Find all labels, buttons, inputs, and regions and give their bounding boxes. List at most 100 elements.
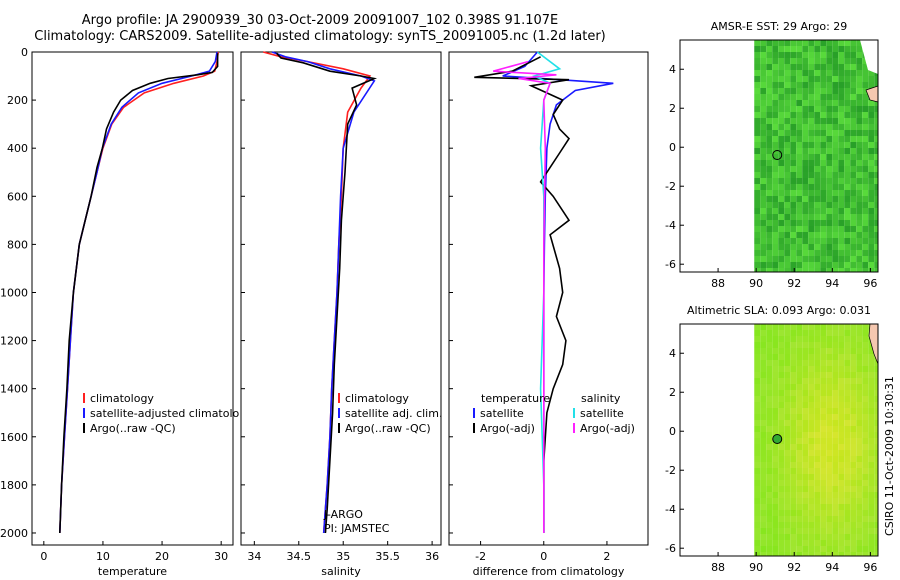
sla-map-pixel	[766, 540, 773, 546]
sst-map-pixel	[832, 202, 839, 208]
sla-map-pixel	[766, 486, 773, 492]
sla-map-pixel	[778, 348, 785, 354]
sla-map-pixel	[790, 510, 797, 516]
sla-map-pixel	[832, 438, 839, 444]
sla-map-pixel	[820, 366, 827, 372]
sst-map-pixel	[856, 100, 863, 106]
sst-map-pixel	[796, 58, 803, 64]
sst-map-pixel	[874, 172, 878, 178]
sla-map-pixel	[778, 372, 785, 378]
sst-map-pixel	[826, 202, 833, 208]
sla-map-pixel	[826, 540, 833, 546]
sla-map-pixel	[766, 552, 773, 556]
sst-map-pixel	[814, 256, 821, 262]
sst-map-pixel	[844, 166, 851, 172]
sst-map-pixel	[778, 82, 785, 88]
sla-map-pixel	[820, 372, 827, 378]
sla-map-pixel	[868, 528, 875, 534]
sst-map-pixel	[820, 76, 827, 82]
sla-map-pixel	[820, 480, 827, 486]
sst-map-pixel	[814, 262, 821, 268]
sla-map-pixel	[826, 534, 833, 540]
sst-map-pixel	[772, 268, 779, 272]
sst-map-pixel	[838, 214, 845, 220]
sla-map-pixel	[796, 540, 803, 546]
sst-map-pixel	[820, 100, 827, 106]
sst-map-pixel	[760, 124, 767, 130]
sst-map-pixel	[838, 82, 845, 88]
sla-map-pixel	[772, 504, 779, 510]
sst-map-pixel	[754, 76, 761, 82]
sla-map-pixel	[826, 456, 833, 462]
sla-map-pixel	[778, 396, 785, 402]
sst-map-pixel	[862, 70, 869, 76]
sst-map-pixel	[754, 208, 761, 214]
sla-map-pixel	[772, 396, 779, 402]
sla-map-pixel	[772, 480, 779, 486]
sst-map-pixel	[814, 172, 821, 178]
sst-map-pixel	[754, 124, 761, 130]
sla-map-pixel	[820, 552, 827, 556]
sst-map-pixel	[778, 268, 785, 272]
sst-map-pixel	[862, 196, 869, 202]
sla-map-pixel	[760, 480, 767, 486]
sla-map-pixel	[808, 468, 815, 474]
sla-map-pixel	[778, 480, 785, 486]
sla-map-pixel	[784, 540, 791, 546]
sst-map-pixel	[832, 154, 839, 160]
sla-map-pixel	[808, 330, 815, 336]
sst-map-pixel	[802, 136, 809, 142]
sst-map-pixel	[772, 136, 779, 142]
sst-map-pixel	[832, 262, 839, 268]
sla-map-pixel	[760, 366, 767, 372]
sst-map-pixel	[874, 250, 878, 256]
sla-map-pixel	[754, 456, 761, 462]
sst-map-pixel	[856, 40, 863, 46]
sst-map-pixel	[772, 238, 779, 244]
sst-map-pixel	[778, 208, 785, 214]
sst-map-pixel	[808, 256, 815, 262]
sla-map-pixel	[814, 528, 821, 534]
sla-map-pixel	[862, 408, 869, 414]
sst-map-pixel	[772, 250, 779, 256]
sst-map-pixel	[856, 112, 863, 118]
sla-map-pixel	[862, 378, 869, 384]
sla-map-pixel	[814, 504, 821, 510]
sst-map-pixel	[850, 178, 857, 184]
sla-map-pixel	[766, 504, 773, 510]
sst-map-pixel	[754, 130, 761, 136]
sst-map-pixel	[850, 232, 857, 238]
sla-map-pixel	[856, 540, 863, 546]
sst-map-pixel	[760, 214, 767, 220]
sst-map-pixel	[778, 232, 785, 238]
sla-map-pixel	[766, 336, 773, 342]
sla-map-pixel	[778, 360, 785, 366]
sst-map-pixel	[796, 214, 803, 220]
sst-map-pixel	[832, 214, 839, 220]
sla-map-pixel	[808, 426, 815, 432]
sla-map-pixel	[850, 516, 857, 522]
sla-map-pixel	[802, 348, 809, 354]
sst-map-pixel	[844, 172, 851, 178]
sla-map-pixel	[820, 456, 827, 462]
sst-map-pixel	[802, 232, 809, 238]
sla-map-pixel	[874, 390, 878, 396]
sla-map-pixel	[796, 324, 803, 330]
sla-map-pixel	[832, 504, 839, 510]
sst-map-pixel	[838, 232, 845, 238]
sla-map-pixel	[874, 420, 878, 426]
sla-map-pixel	[754, 462, 761, 468]
difference-series-line-1	[474, 56, 571, 533]
sla-map-pixel	[850, 402, 857, 408]
sst-map-pixel	[838, 256, 845, 262]
sla-map-pixel	[826, 510, 833, 516]
sla-map-pixel	[808, 336, 815, 342]
sla-map-pixel	[766, 522, 773, 528]
sla-map-pixel	[802, 372, 809, 378]
sst-map-pixel	[796, 196, 803, 202]
salinity-series-line-1	[271, 51, 376, 534]
sst-map-pixel	[754, 202, 761, 208]
sst-map-pixel	[790, 88, 797, 94]
sst-map-pixel	[838, 118, 845, 124]
sla-map-pixel	[778, 450, 785, 456]
